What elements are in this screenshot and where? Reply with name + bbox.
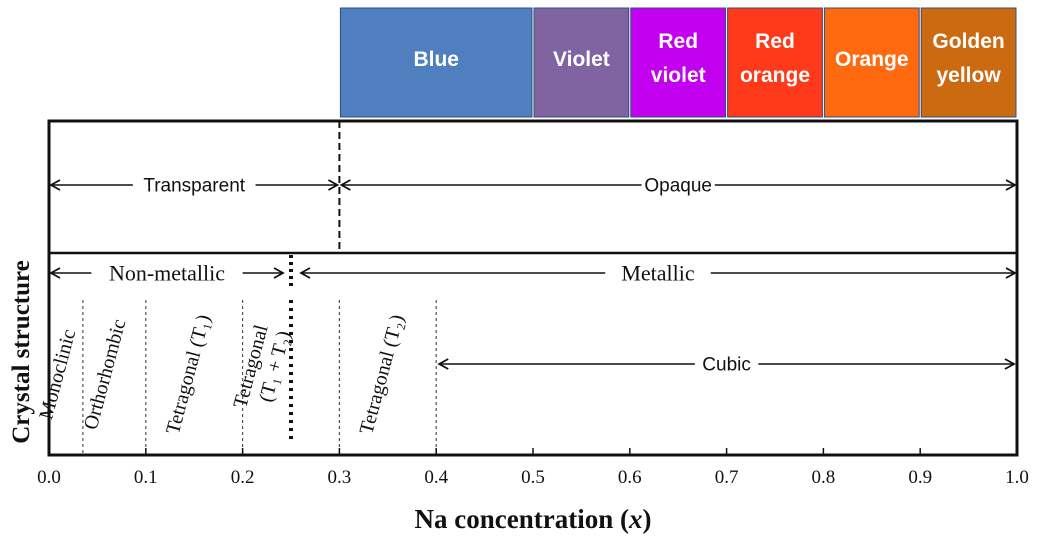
x-tick-label: 0.2	[231, 467, 255, 488]
x-tick-label: 0.9	[908, 467, 932, 488]
x-tick-label: 0.7	[715, 467, 739, 488]
y-axis-label: Crystal structure	[8, 260, 35, 444]
color-band-label: Blue	[413, 48, 459, 71]
phase-label-tetragonal-t2: Tetragonal (T₂)	[355, 312, 408, 436]
x-tick-label: 0.5	[521, 467, 545, 488]
diagram-border	[47, 119, 1019, 457]
color-band-label: Violet	[553, 48, 610, 71]
optical-row: Transparent Opaque	[49, 121, 1017, 253]
x-tick-label: 0.3	[328, 467, 352, 488]
color-band-label: Orange	[835, 48, 909, 71]
metallic-arrowhead-left	[299, 267, 311, 279]
color-band-label: yellow	[936, 64, 1001, 87]
non-metallic-arrowhead-left	[49, 267, 61, 279]
transparent-label: Transparent	[143, 175, 245, 196]
opaque-label: Opaque	[644, 175, 712, 196]
metallic-arrowhead-right	[1005, 267, 1017, 279]
opaque-arrowhead-left	[339, 179, 351, 191]
color-band-violet	[533, 7, 630, 118]
x-tick-label: 0.1	[134, 467, 158, 488]
color-band-label: Golden	[932, 30, 1004, 53]
color-band-label: Red	[755, 30, 795, 53]
color-band-label: orange	[740, 64, 810, 87]
x-axis-label: Na concentration (x)	[415, 504, 652, 534]
color-band-golden-yellow	[920, 7, 1017, 118]
color-band-red-orange	[727, 7, 823, 118]
crystal-phase-region: Monoclinic Orthorhombic Tetragonal (T₁) Tet…	[35, 300, 1016, 453]
cubic-label: Cubic	[702, 354, 751, 375]
color-band-orange	[823, 7, 920, 118]
opaque-arrowhead-right	[1005, 179, 1017, 191]
x-tick-label: 0.6	[618, 467, 642, 488]
color-band-blue	[339, 7, 533, 118]
metallic-label: Metallic	[621, 260, 695, 285]
transparent-arrowhead-left	[49, 179, 61, 191]
phase-label-monoclinic: Monoclinic	[35, 327, 80, 422]
color-band-label: Red	[658, 30, 698, 53]
x-tick-label: 0.0	[37, 467, 61, 488]
non-metallic-label: Non-metallic	[109, 260, 225, 285]
x-tick-label: 1.0	[1005, 467, 1029, 488]
x-tick-label: 0.8	[812, 467, 836, 488]
cubic-arrowhead-right	[1004, 358, 1016, 370]
color-band-label: violet	[651, 64, 706, 87]
phase-label-orthorhombic: Orthorhombic	[80, 317, 131, 432]
x-tick-label: 0.4	[424, 467, 448, 488]
color-band-row: Blue Violet Red violet Red orange Orange Golden…	[339, 7, 1017, 118]
cubic-arrowhead-left	[437, 358, 449, 370]
transparent-arrowhead-right	[327, 179, 340, 191]
phase-label-tetragonal-t1: Tetragonal (T₁)	[162, 312, 215, 436]
diagram-frame	[47, 119, 1019, 457]
non-metallic-arrowhead-right	[273, 267, 285, 279]
color-band-red-violet	[630, 7, 727, 118]
electrical-row: Non-metallic Metallic	[49, 255, 1017, 290]
x-axis: 0.0 0.1 0.2 0.3 0.4 0.5 0.6 0.7 0.8 0.9 1.0 Na conc…	[37, 448, 1029, 534]
